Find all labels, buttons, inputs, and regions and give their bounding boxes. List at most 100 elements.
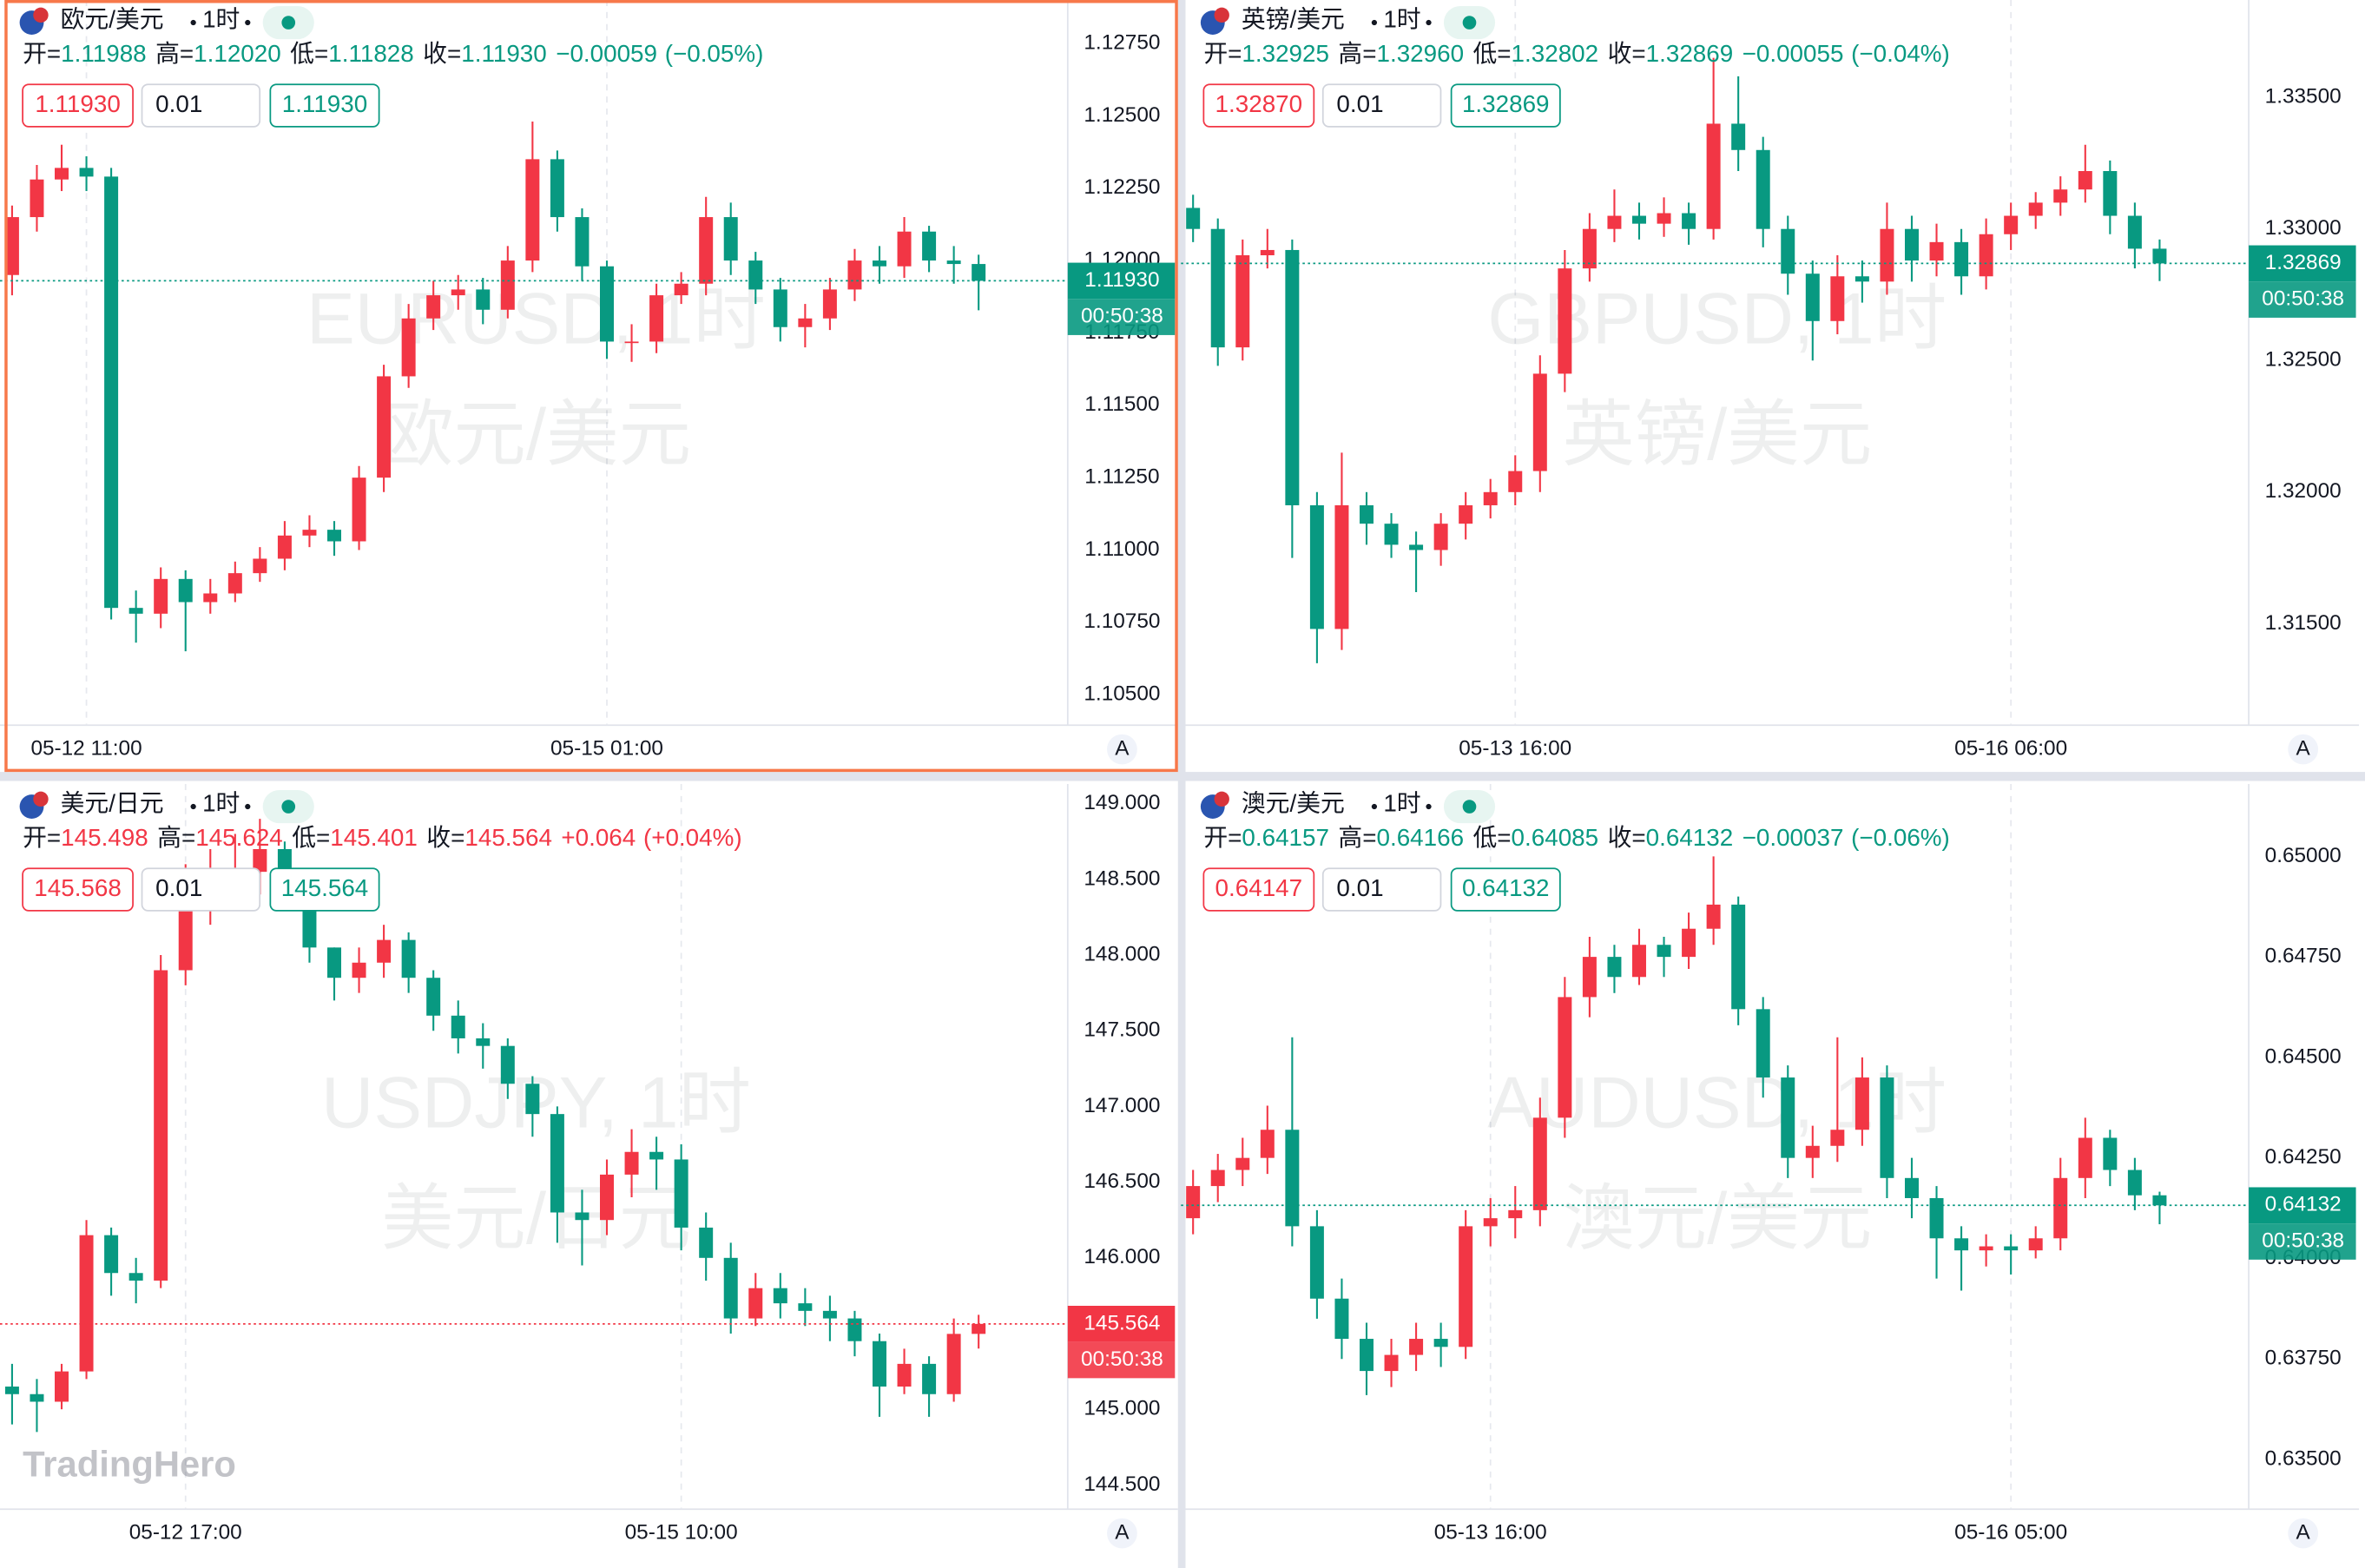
countdown-tag xyxy=(2249,1223,2356,1260)
symbol-title[interactable]: 澳元/美元 xyxy=(1242,790,1345,817)
sell-label[interactable]: 1.32870 xyxy=(1215,90,1303,117)
candle-body xyxy=(1954,1238,1969,1251)
auto-scale-button[interactable] xyxy=(2288,1518,2319,1549)
lot-label[interactable]: 0.01 xyxy=(155,874,202,901)
candle-body xyxy=(1979,234,1993,277)
candle-body xyxy=(352,962,366,978)
candle-body xyxy=(1854,1077,1869,1130)
y-tick-label: 1.11000 xyxy=(1084,537,1159,561)
symbol-title[interactable]: 美元/日元 xyxy=(61,790,164,817)
sell-box[interactable] xyxy=(22,867,134,912)
candle-body xyxy=(2004,215,2019,234)
price-tag-label: 0.64132 xyxy=(2265,1193,2342,1216)
candle-body xyxy=(2103,171,2118,216)
sell-box[interactable] xyxy=(22,83,134,128)
candle-body xyxy=(253,558,267,574)
auto-scale-label[interactable]: A xyxy=(1115,736,1130,760)
status-dot xyxy=(1462,16,1477,30)
lot-label[interactable]: 0.01 xyxy=(155,90,202,117)
candle-body xyxy=(451,1015,465,1038)
lot-box[interactable] xyxy=(1321,867,1442,912)
candle-body xyxy=(1607,957,1622,978)
candle-body xyxy=(302,530,317,536)
ohlc-label: 高= xyxy=(1338,825,1376,852)
sell-box[interactable] xyxy=(1202,83,1315,128)
candle-body xyxy=(1631,945,1646,978)
candle-body xyxy=(79,1235,94,1372)
auto-scale-button[interactable] xyxy=(1107,734,1137,765)
lot-box[interactable] xyxy=(141,867,261,912)
status-dot xyxy=(281,16,296,30)
separator-dot xyxy=(245,19,251,26)
x-tick-label: 05-16 05:00 xyxy=(1954,1520,2067,1544)
buy-box[interactable] xyxy=(269,83,380,128)
auto-scale-label[interactable]: A xyxy=(2296,1520,2311,1544)
candle-body xyxy=(946,1334,961,1394)
candle-body xyxy=(1830,1130,1845,1146)
flag-icon-secondary xyxy=(1214,7,1229,23)
auto-scale-button[interactable] xyxy=(2288,734,2319,765)
candle-body xyxy=(1558,997,1572,1118)
auto-scale-button[interactable] xyxy=(1107,1518,1137,1549)
sell-label[interactable]: 1.11930 xyxy=(35,90,121,117)
candle-body xyxy=(128,608,143,614)
symbol-title[interactable]: 英镑/美元 xyxy=(1242,6,1345,33)
change-percent: (−0.06%) xyxy=(1851,825,1950,852)
candle-body xyxy=(2078,171,2092,190)
buy-label[interactable]: 1.11930 xyxy=(282,90,368,117)
candle-body xyxy=(2152,248,2167,264)
sell-box[interactable] xyxy=(1202,867,1315,912)
ohlc-value: 1.32925 xyxy=(1242,41,1329,68)
candle-body xyxy=(1657,945,1671,958)
lot-label[interactable]: 0.01 xyxy=(1336,90,1383,117)
candle-body xyxy=(451,289,465,296)
buy-box[interactable] xyxy=(1450,83,1561,128)
buy-label[interactable]: 1.32869 xyxy=(1462,90,1550,117)
lot-label[interactable]: 0.01 xyxy=(1336,874,1383,901)
ohlc-label: 高= xyxy=(155,41,194,68)
y-tick-label: 0.64250 xyxy=(2265,1145,2342,1169)
buy-box[interactable] xyxy=(269,867,380,912)
candle-body xyxy=(352,478,366,542)
brand-logo: TradingHero xyxy=(23,1444,236,1485)
candle-body xyxy=(822,1310,837,1319)
candle-body xyxy=(55,1371,69,1402)
sell-label[interactable]: 0.64147 xyxy=(1215,874,1303,901)
buy-label[interactable]: 145.564 xyxy=(281,874,369,901)
watermark-name: 英镑/美元 xyxy=(1562,393,1872,475)
ohlc-label: 开= xyxy=(23,41,61,68)
x-tick-label: 05-16 06:00 xyxy=(1954,736,2067,760)
ohlc-label: 收= xyxy=(423,41,461,68)
candle-body xyxy=(872,260,886,267)
interval-label[interactable]: 1时 xyxy=(1383,6,1420,33)
ohlc-value: 0.64157 xyxy=(1242,825,1329,852)
symbol-title[interactable]: 欧元/美元 xyxy=(61,6,164,33)
auto-scale-label[interactable]: A xyxy=(1115,1520,1130,1544)
y-tick-label: 1.33500 xyxy=(2265,85,2342,109)
y-tick-label: 1.32500 xyxy=(2265,348,2342,372)
interval-label[interactable]: 1时 xyxy=(202,790,240,817)
candle-body xyxy=(525,1084,540,1115)
candle-body xyxy=(723,1257,738,1319)
auto-scale-label[interactable]: A xyxy=(2296,736,2311,760)
candle-body xyxy=(1682,928,1696,958)
candle-body xyxy=(30,1393,44,1402)
sell-label[interactable]: 145.568 xyxy=(34,874,122,901)
buy-label[interactable]: 0.64132 xyxy=(1462,874,1550,901)
candle-body xyxy=(1929,1197,1944,1239)
lot-box[interactable] xyxy=(141,83,261,128)
candle-body xyxy=(1483,491,1498,505)
lot-box[interactable] xyxy=(1321,83,1442,128)
candle-body xyxy=(1359,1339,1374,1372)
change-value: −0.00055 xyxy=(1742,41,1844,68)
buy-box[interactable] xyxy=(1450,867,1561,912)
candle-body xyxy=(178,909,193,971)
ohlc-value: 145.498 xyxy=(61,825,148,852)
y-tick-label: 1.33000 xyxy=(2265,216,2342,240)
flag-icon-secondary xyxy=(33,7,49,23)
candle-body xyxy=(723,217,738,261)
candle-body xyxy=(1805,1145,1820,1158)
separator-dot xyxy=(1371,803,1378,810)
interval-label[interactable]: 1时 xyxy=(202,6,240,33)
interval-label[interactable]: 1时 xyxy=(1383,790,1420,817)
